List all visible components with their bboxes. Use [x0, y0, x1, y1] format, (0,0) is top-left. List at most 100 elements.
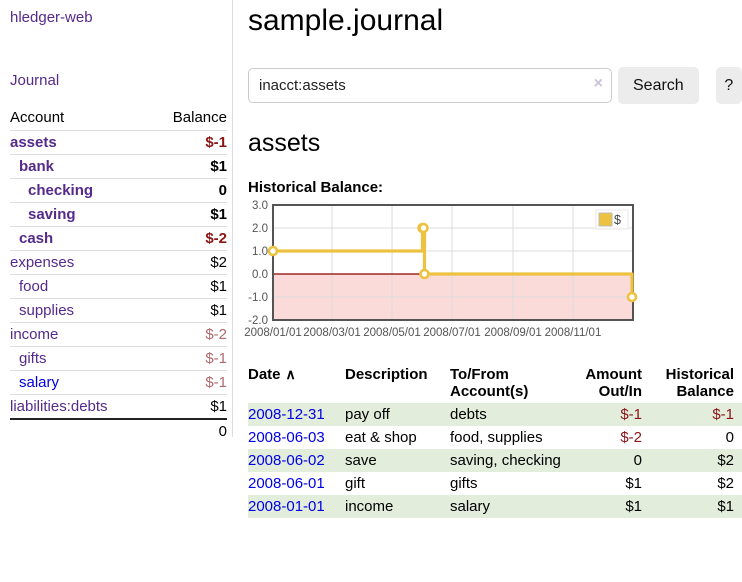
- account-link-income[interactable]: income: [10, 326, 59, 343]
- search-button[interactable]: Search: [618, 67, 699, 104]
- account-row: cash $-2: [10, 226, 227, 251]
- account-link-expenses[interactable]: expenses: [10, 254, 75, 271]
- journal-link[interactable]: Journal: [10, 72, 60, 89]
- account-row: expenses $2: [10, 250, 227, 275]
- transaction-accounts: saving, checking: [450, 452, 561, 469]
- transaction-description: income: [345, 498, 394, 515]
- account-link-food[interactable]: food: [19, 278, 49, 295]
- account-link-liabilities-debts[interactable]: liabilities:debts: [10, 398, 108, 415]
- search-input[interactable]: [248, 68, 612, 103]
- column-header-to-from-account-s-[interactable]: To/From Account(s): [450, 366, 529, 400]
- transaction-row: 2008-06-02 save saving, checking 0 $2: [248, 449, 742, 472]
- svg-text:2008/07/01: 2008/07/01: [423, 327, 481, 339]
- account-balance: $2: [149, 250, 227, 275]
- help-button[interactable]: ?: [715, 67, 742, 104]
- transaction-amount: $1: [625, 475, 642, 492]
- svg-text:2008/05/01: 2008/05/01: [363, 327, 421, 339]
- transaction-date-link[interactable]: 2008-06-02: [248, 452, 325, 469]
- transaction-row: 2008-01-01 income salary $1 $1: [248, 495, 742, 518]
- transactions-table: Date ∧ Description To/From Account(s) Amount…: [248, 363, 742, 518]
- transaction-amount: $-2: [620, 429, 642, 446]
- transaction-amount: $-1: [620, 406, 642, 423]
- svg-text:0.0: 0.0: [252, 269, 268, 281]
- svg-text:2008/09/01: 2008/09/01: [484, 327, 542, 339]
- transaction-balance: $1: [717, 498, 734, 515]
- account-balance: $-1: [149, 370, 227, 395]
- account-link-checking[interactable]: checking: [28, 182, 94, 199]
- account-link-bank[interactable]: bank: [19, 158, 55, 175]
- svg-text:-1.0: -1.0: [248, 292, 268, 304]
- transaction-balance: $-1: [712, 406, 734, 423]
- account-row: liabilities:debts $1: [10, 394, 227, 419]
- svg-text:2008/03/01: 2008/03/01: [303, 327, 361, 339]
- svg-text:-2.0: -2.0: [248, 315, 268, 327]
- account-link-salary[interactable]: salary: [19, 374, 60, 391]
- account-row: saving $1: [10, 202, 227, 227]
- account-link-supplies[interactable]: supplies: [19, 302, 75, 319]
- account-balance: $-1: [149, 346, 227, 371]
- app-title-link[interactable]: hledger-web: [10, 9, 93, 26]
- account-balance: $-1: [149, 130, 227, 155]
- transaction-date-link[interactable]: 2008-06-03: [248, 429, 325, 446]
- column-header-description[interactable]: Description: [345, 366, 428, 383]
- clear-search-icon[interactable]: ×: [593, 75, 603, 92]
- account-balance: $-2: [149, 226, 227, 251]
- account-row: checking 0: [10, 178, 227, 203]
- transaction-description: gift: [345, 475, 366, 492]
- account-balance: $1: [149, 298, 227, 323]
- column-header-date[interactable]: Date ∧: [248, 366, 296, 383]
- svg-text:1.0: 1.0: [252, 246, 268, 258]
- main-content: sample.journal × Search ? assets Histori…: [244, 0, 742, 518]
- transaction-description: eat & shop: [345, 429, 417, 446]
- transaction-row: 2008-12-31 pay off debts $-1 $-1: [248, 403, 742, 426]
- svg-text:2008/01/01: 2008/01/01: [244, 327, 302, 339]
- transaction-description: save: [345, 452, 377, 469]
- accounts-column-header: Account: [10, 109, 65, 126]
- account-link-cash[interactable]: cash: [19, 230, 54, 247]
- account-balance: $1: [149, 394, 227, 419]
- account-link-gifts[interactable]: gifts: [19, 350, 47, 367]
- account-row: income $-2: [10, 322, 227, 347]
- transaction-row: 2008-06-03 eat & shop food, supplies $-2 0: [248, 426, 742, 449]
- transaction-date-link[interactable]: 2008-12-31: [248, 406, 325, 423]
- search-form: × Search ?: [248, 67, 742, 104]
- account-balance: $1: [149, 154, 227, 179]
- chart-title: Historical Balance:: [248, 179, 384, 196]
- account-row: assets $-1: [10, 130, 227, 155]
- account-row: food $1: [10, 274, 227, 299]
- transaction-accounts: debts: [450, 406, 487, 423]
- historical-balance-chart[interactable]: 3.0 2.0 1.0 0.0 -1.0 -2.0 2008/01/01 2008/03/01…: [243, 200, 742, 342]
- svg-text:2008/11/01: 2008/11/01: [545, 327, 602, 339]
- svg-text:3.0: 3.0: [252, 200, 268, 212]
- account-link-saving[interactable]: saving: [28, 206, 76, 223]
- transaction-accounts: food, supplies: [450, 429, 543, 446]
- account-row: supplies $1: [10, 298, 227, 323]
- account-balance: $-2: [149, 322, 227, 347]
- svg-text:2.0: 2.0: [252, 223, 268, 235]
- transaction-balance: $2: [717, 475, 734, 492]
- accounts-total-row: 0: [10, 418, 227, 443]
- account-balance: $1: [149, 202, 227, 227]
- column-header-amount-out-in[interactable]: Amount Out/In: [585, 366, 642, 400]
- sidebar: hledger-web Journal Account Balance asse…: [0, 0, 233, 443]
- transaction-amount: 0: [633, 452, 642, 469]
- sort-ascending-icon: ∧: [285, 366, 296, 382]
- account-balance: $1: [149, 274, 227, 299]
- column-header-historical-balance[interactable]: Historical Balance: [665, 366, 734, 400]
- transaction-accounts: salary: [450, 498, 491, 515]
- account-balance: 0: [149, 178, 227, 203]
- account-row: bank $1: [10, 154, 227, 179]
- svg-text:$: $: [614, 213, 621, 227]
- account-row: gifts $-1: [10, 346, 227, 371]
- transactions-header-row: Date ∧ Description To/From Account(s) Amount…: [248, 363, 742, 403]
- transaction-description: pay off: [345, 406, 390, 423]
- account-link-assets[interactable]: assets: [10, 134, 57, 151]
- page-title: sample.journal: [248, 4, 444, 37]
- transaction-balance: 0: [725, 429, 734, 446]
- account-heading: assets: [248, 129, 321, 157]
- balance-column-header: Balance: [172, 109, 227, 126]
- transaction-date-link[interactable]: 2008-01-01: [248, 498, 325, 515]
- transaction-date-link[interactable]: 2008-06-01: [248, 475, 325, 492]
- accounts-balance-table: Account Balance assets $-1 bank $1 checking 0…: [10, 106, 227, 443]
